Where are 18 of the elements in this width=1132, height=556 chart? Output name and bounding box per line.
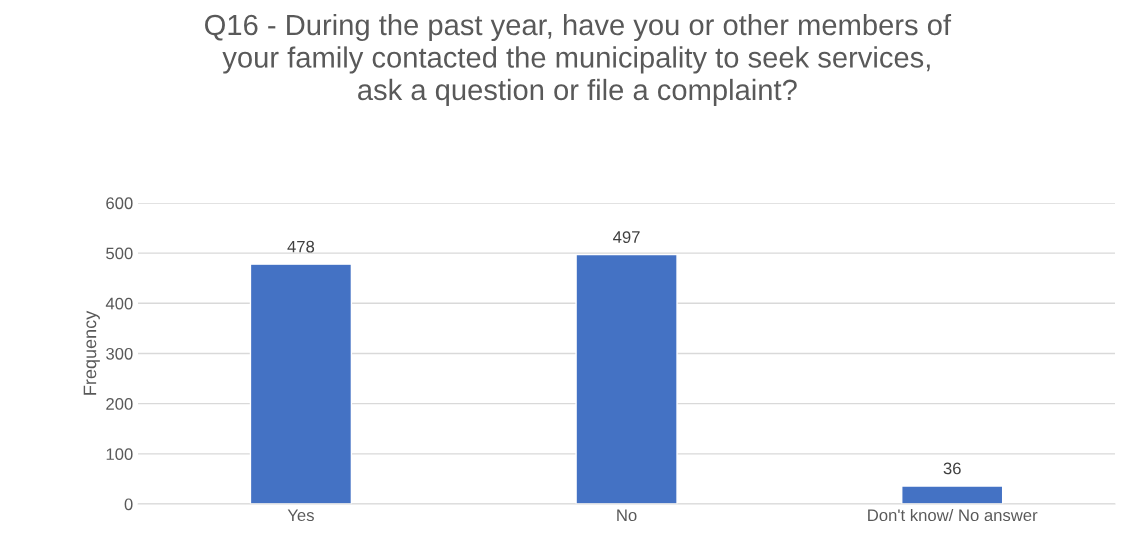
y-tick-label: 500	[106, 247, 133, 260]
y-tick-label: 100	[106, 448, 133, 461]
y-tick-label: 0	[124, 498, 133, 511]
y-tick-label: 600	[106, 197, 133, 210]
data-label: 36	[943, 462, 961, 475]
bar	[249, 263, 353, 505]
y-tick-label: 300	[106, 347, 133, 360]
bar	[575, 253, 678, 505]
x-tick-label: No	[617, 509, 637, 522]
y-axis-title: Frequency	[83, 310, 100, 395]
bar	[901, 485, 1004, 505]
x-tick-label: Yes	[287, 509, 314, 522]
y-tick-label: 200	[106, 398, 133, 410]
data-label: 497	[613, 231, 640, 243]
y-tick-label: 400	[105, 297, 133, 310]
data-label: 478	[287, 240, 315, 253]
x-tick-label: Don't know/ No answer	[868, 508, 1038, 522]
chart-title: Q16 - During the past year, have you or other members of your family contacted the municipality to seek services, ask a question or file a complaint?	[205, 13, 952, 107]
